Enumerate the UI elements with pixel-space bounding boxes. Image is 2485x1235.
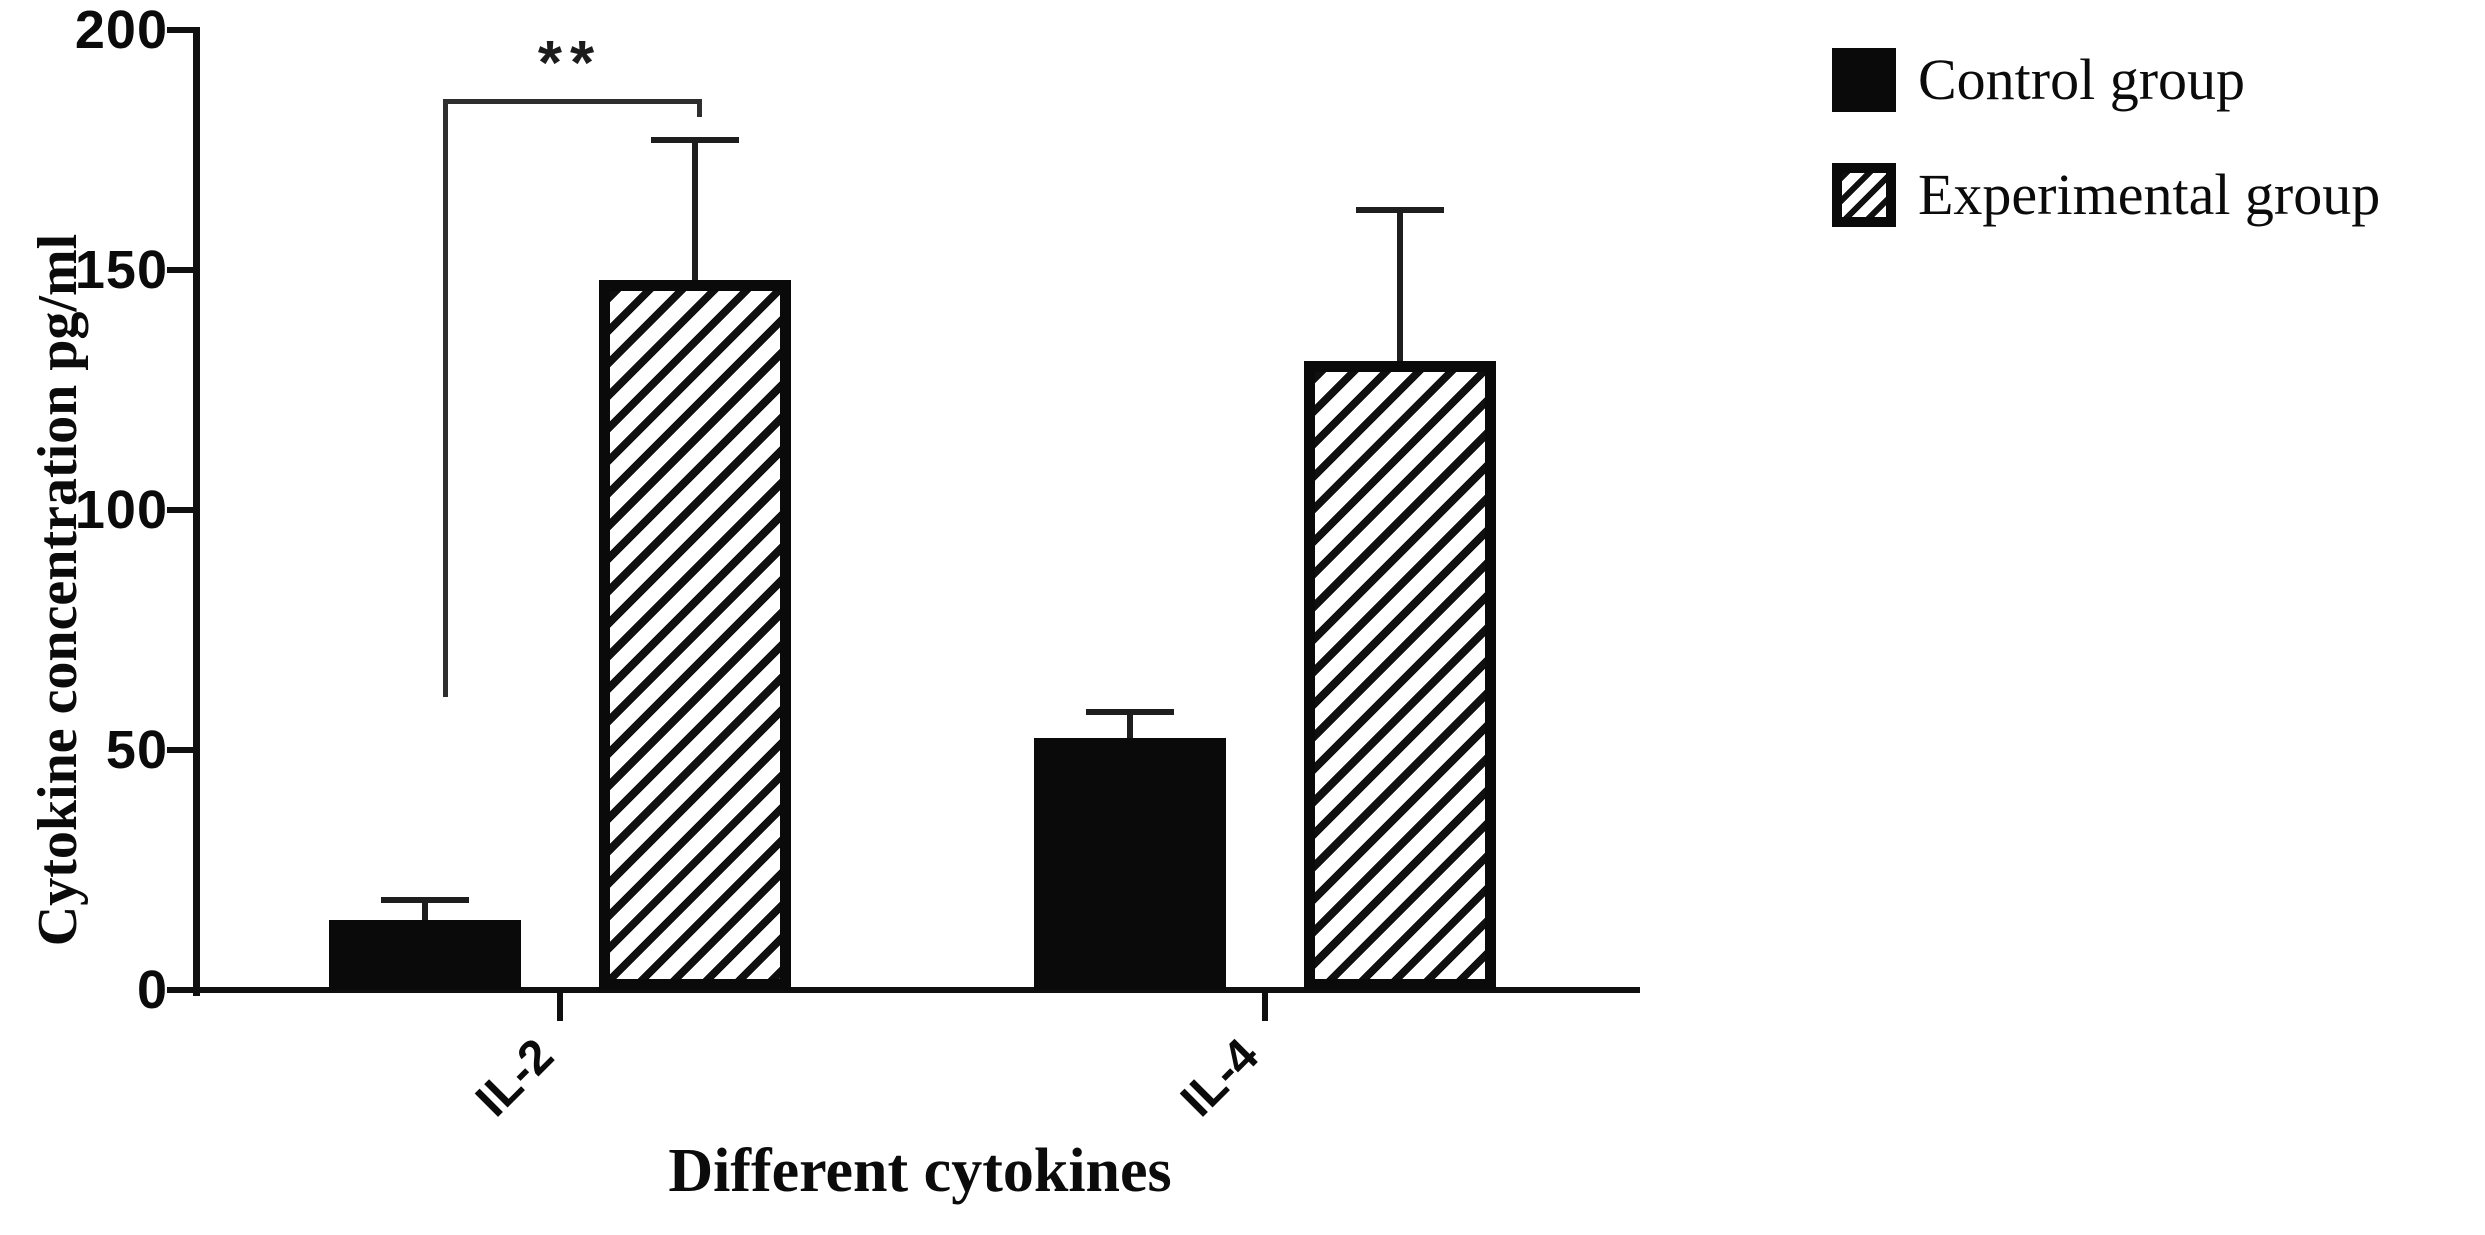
error-bar-cap-il2-experimental	[651, 137, 739, 144]
legend-swatch-diagonal-hatch	[1832, 162, 1896, 227]
x-tick-mark	[557, 993, 563, 1021]
y-tick-mark	[167, 27, 193, 33]
y-tick-mark	[167, 507, 193, 513]
x-axis-line	[193, 987, 1640, 993]
y-tick-label: 0	[136, 960, 168, 1020]
x-category-label-il2: IL-2	[466, 1029, 564, 1127]
bar-il4-control	[1034, 738, 1226, 990]
error-bar-stem-il2-control	[422, 899, 428, 925]
y-axis-line	[193, 27, 200, 996]
legend-item: Control group	[1832, 46, 2380, 113]
y-tick-mark	[167, 747, 193, 753]
significance-bracket-left-arm	[443, 99, 448, 697]
error-bar-stem-il4-experimental	[1397, 210, 1403, 366]
significance-bracket-right-stub	[697, 99, 702, 117]
significance-stars: **	[537, 29, 603, 98]
error-bar-cap-il4-experimental	[1356, 207, 1444, 213]
error-bar-stem-il2-experimental	[692, 140, 698, 284]
error-bar-cap-il4-control	[1086, 708, 1174, 715]
error-bar-cap-il2-control	[381, 896, 469, 903]
legend-item: Experimental group	[1832, 161, 2380, 228]
legend-item-label: Experimental group	[1918, 162, 2381, 227]
bar-il2-control	[329, 920, 521, 990]
x-tick-mark	[1262, 993, 1268, 1021]
bar-il2-experimental	[599, 279, 791, 990]
legend-item-label: Control group	[1918, 47, 2246, 112]
significance-bracket-top	[443, 99, 702, 104]
y-tick-label: 100	[74, 480, 168, 540]
error-bar-stem-il4-control	[1127, 711, 1133, 742]
x-category-label-il4: IL-4	[1171, 1029, 1269, 1127]
y-tick-label: 50	[105, 720, 168, 780]
y-tick-mark	[167, 267, 193, 273]
y-tick-label: 150	[74, 240, 168, 300]
x-axis-title: Different cytokines	[668, 1137, 1172, 1205]
legend-swatch-solid-black	[1832, 47, 1896, 112]
y-tick-mark	[167, 987, 193, 993]
bar-il4-experimental	[1304, 361, 1496, 990]
y-axis-title: Cytokine concentration pg/ml	[27, 233, 89, 947]
y-tick-label: 200	[74, 0, 168, 60]
legend: Control group Experimental group	[1832, 46, 2380, 276]
